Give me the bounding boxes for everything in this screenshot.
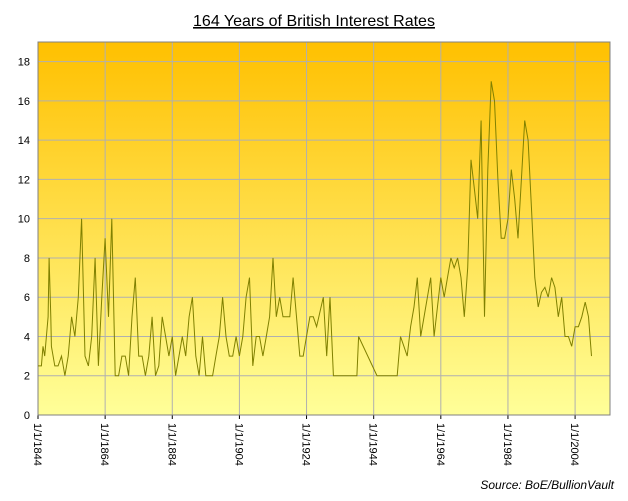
chart-title: 164 Years of British Interest Rates [193, 13, 435, 30]
y-tick-label: 4 [24, 331, 30, 343]
x-tick-label: 1/1/1944 [367, 423, 379, 466]
x-tick-label: 1/1/1924 [300, 423, 312, 466]
source: Source: BoE/BullionVault [480, 478, 614, 492]
x-tick-label: 1/1/1864 [98, 423, 110, 466]
x-tick-label: 1/1/1844 [31, 423, 43, 466]
plot-border [37, 41, 611, 416]
plot-area [38, 42, 610, 415]
y-tick-label: 0 [24, 410, 30, 422]
y-tick-label: 8 [24, 253, 30, 265]
y-tick-label: 18 [18, 57, 30, 69]
y-tick-label: 12 [18, 174, 30, 186]
x-tick-label: 1/1/1964 [434, 423, 446, 466]
x-tick-label: 1/1/2004 [568, 423, 580, 466]
x-tick-label: 1/1/1884 [165, 423, 177, 466]
y-tick-label: 14 [18, 135, 30, 147]
x-tick-label: 1/1/1904 [232, 423, 244, 466]
y-tick-label: 6 [24, 292, 30, 304]
y-tick-label: 16 [18, 96, 30, 108]
y-tick-label: 10 [18, 214, 30, 226]
series-line [38, 81, 592, 377]
x-tick-label: 1/1/1984 [501, 423, 513, 466]
y-tick-label: 2 [24, 371, 30, 383]
